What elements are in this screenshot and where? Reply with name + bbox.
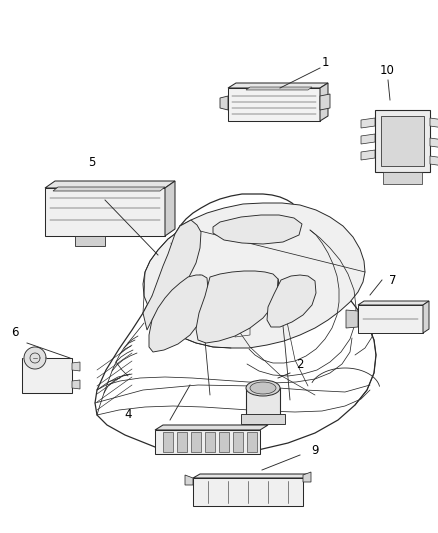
Polygon shape xyxy=(149,275,208,352)
Polygon shape xyxy=(241,414,285,424)
Polygon shape xyxy=(193,474,310,478)
Polygon shape xyxy=(45,188,165,236)
Polygon shape xyxy=(185,475,193,485)
Polygon shape xyxy=(361,118,375,128)
Polygon shape xyxy=(95,194,376,453)
Polygon shape xyxy=(246,87,312,90)
Polygon shape xyxy=(165,181,175,236)
Polygon shape xyxy=(361,150,375,160)
Polygon shape xyxy=(22,358,72,393)
Polygon shape xyxy=(375,110,430,172)
Text: 4: 4 xyxy=(124,408,132,422)
Text: 7: 7 xyxy=(389,273,397,287)
Polygon shape xyxy=(430,118,438,128)
Polygon shape xyxy=(163,432,173,452)
Polygon shape xyxy=(205,432,215,452)
Polygon shape xyxy=(155,430,260,454)
Polygon shape xyxy=(423,301,429,333)
Polygon shape xyxy=(143,220,201,330)
Polygon shape xyxy=(53,187,165,191)
Polygon shape xyxy=(430,138,438,148)
Polygon shape xyxy=(320,83,328,121)
Text: 2: 2 xyxy=(296,359,304,372)
Polygon shape xyxy=(45,181,175,188)
Polygon shape xyxy=(75,236,105,246)
Text: 10: 10 xyxy=(380,63,395,77)
Polygon shape xyxy=(358,305,423,333)
Polygon shape xyxy=(303,472,311,482)
Polygon shape xyxy=(430,156,438,166)
Polygon shape xyxy=(320,94,330,110)
Text: 5: 5 xyxy=(88,156,95,168)
Polygon shape xyxy=(24,347,46,369)
Polygon shape xyxy=(196,271,278,343)
Polygon shape xyxy=(213,215,302,244)
Polygon shape xyxy=(233,432,243,452)
Polygon shape xyxy=(247,432,257,452)
Polygon shape xyxy=(381,116,424,166)
Ellipse shape xyxy=(250,382,276,394)
Text: 1: 1 xyxy=(321,55,329,69)
Polygon shape xyxy=(193,478,303,506)
Polygon shape xyxy=(219,432,229,452)
Polygon shape xyxy=(228,88,320,121)
Polygon shape xyxy=(220,96,228,110)
Polygon shape xyxy=(358,301,429,305)
Polygon shape xyxy=(267,275,316,327)
Polygon shape xyxy=(191,432,201,452)
Polygon shape xyxy=(72,380,80,389)
Polygon shape xyxy=(143,203,365,348)
Polygon shape xyxy=(361,134,375,144)
Text: 9: 9 xyxy=(311,443,319,456)
Polygon shape xyxy=(155,425,268,430)
Polygon shape xyxy=(72,362,80,371)
Polygon shape xyxy=(177,432,187,452)
Polygon shape xyxy=(346,310,358,328)
Ellipse shape xyxy=(246,380,280,396)
Text: 6: 6 xyxy=(11,326,19,338)
Polygon shape xyxy=(246,388,280,418)
Polygon shape xyxy=(383,172,422,184)
Polygon shape xyxy=(228,83,328,88)
